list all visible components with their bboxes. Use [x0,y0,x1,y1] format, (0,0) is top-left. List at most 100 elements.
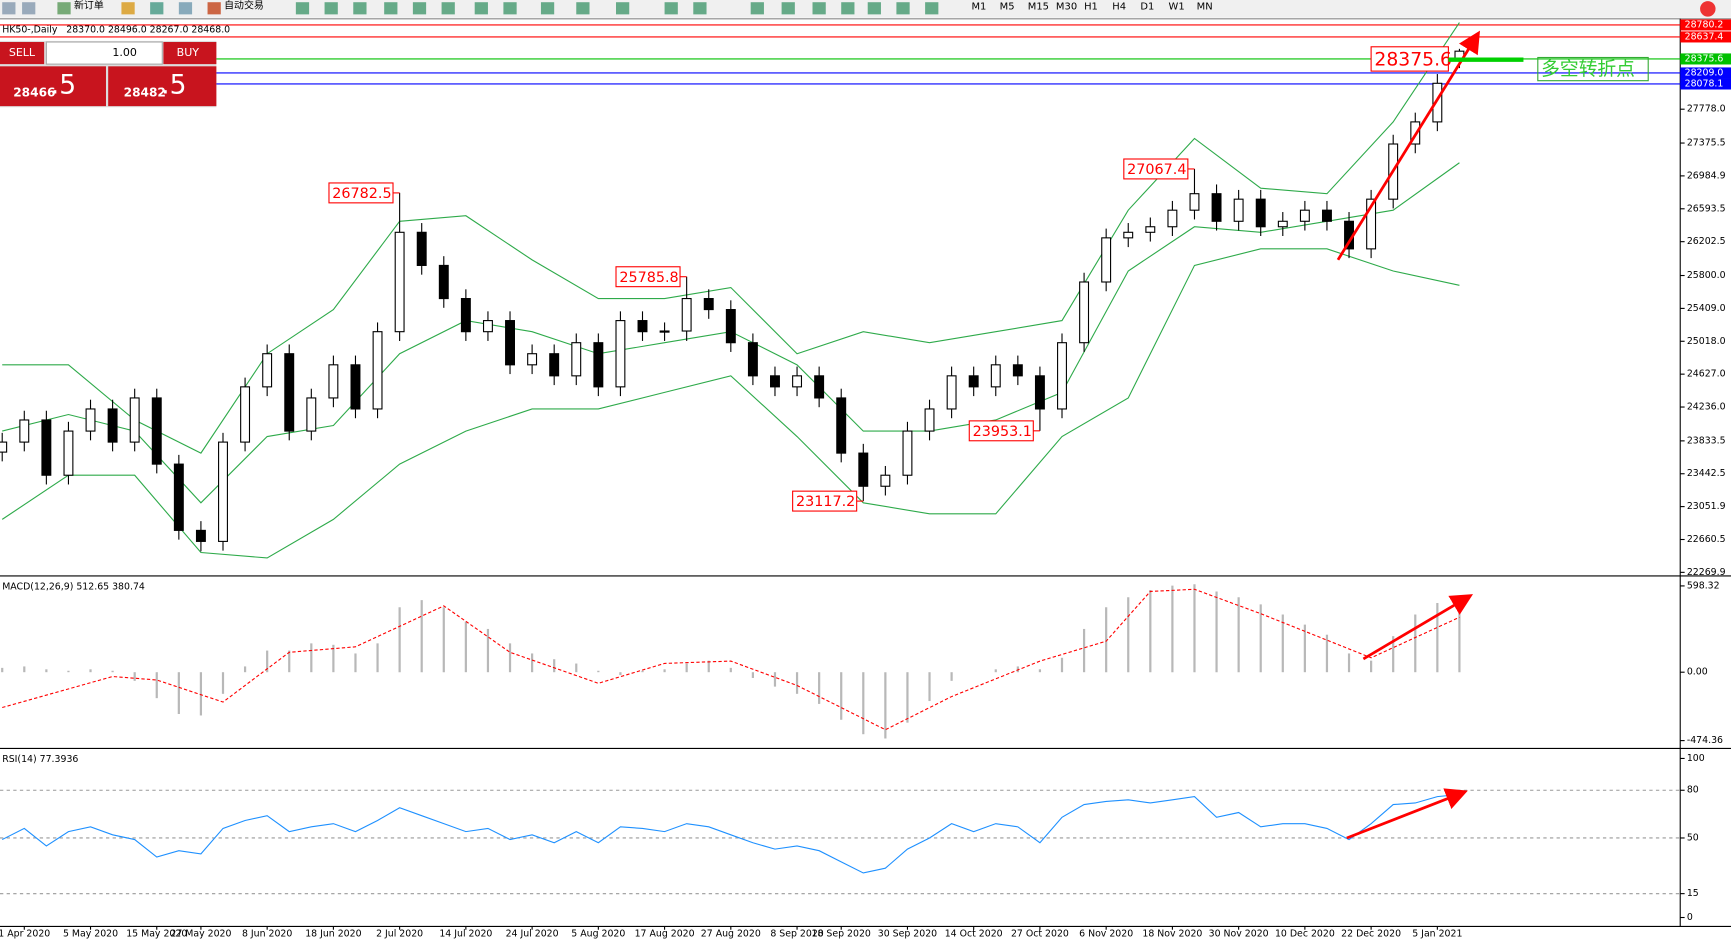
price-level-box [1680,78,1731,90]
candle-body [63,430,74,476]
timeframe-button[interactable]: M5 [1000,2,1015,13]
x-tick-label: 22 Dec 2020 [1341,929,1401,940]
icon[interactable] [2,2,16,15]
timeframe-button[interactable]: W1 [1169,2,1185,13]
y-tick-label: 24236.0 [1687,402,1726,413]
trend-arrow [1346,788,1468,840]
icon[interactable] [540,2,555,15]
sell-price[interactable]: 28466 [13,85,55,99]
icon[interactable] [896,2,910,15]
buy-price[interactable]: 28482 [124,85,166,99]
buy-price-box[interactable] [108,66,217,107]
icon[interactable] [178,2,193,15]
icon[interactable] [412,2,427,15]
y-tick-label: 26593.5 [1687,203,1726,214]
candle-body [1145,226,1156,233]
y-tick-label: 0 [1687,912,1693,923]
price-level-label: 28375.6 [1685,53,1724,64]
icon[interactable] [353,2,367,15]
icon[interactable] [121,2,135,15]
icon[interactable] [474,2,488,15]
x-tick-label: 2 Jul 2020 [376,929,423,940]
x-tick-label: 8 Jun 2020 [242,929,292,940]
candle-body [1211,193,1222,222]
candle-body [814,375,825,399]
icon[interactable] [295,2,310,15]
icon[interactable] [693,2,707,15]
candle-body [1189,193,1200,211]
timeframe-button[interactable]: M1 [971,2,986,13]
toolbar [0,0,1731,18]
sell-price-box[interactable] [0,66,106,107]
icon[interactable] [441,2,455,15]
buy-label[interactable]: BUY [177,46,200,59]
bollinger-lower [1,248,1460,559]
icon[interactable] [57,2,71,15]
price-level-label: 28078.1 [1685,78,1724,89]
icon[interactable] [616,2,630,15]
timeframe-button[interactable]: M30 [1056,2,1077,13]
candle-body [615,320,626,388]
icon[interactable] [925,2,939,15]
candle-body [151,397,162,465]
chart-subtitle: 28370.0 28496.0 28267.0 28468.0 [66,24,230,35]
indicator-title: MACD(12,26,9) 512.65 380.74 [2,582,145,593]
note-box [1537,56,1649,82]
x-tick-label: 14 Oct 2020 [945,929,1003,940]
lots-value[interactable]: 1.00 [112,46,137,59]
y-tick-label: 598.32 [1687,580,1720,591]
x-tick-label: 5 Aug 2020 [571,929,625,940]
y-tick-label: 27778.0 [1687,104,1726,115]
price-level-label: 28209.0 [1685,67,1724,78]
annotation: 26782.5 [332,186,391,202]
candle-body [195,529,206,542]
price-level-box [1680,19,1731,31]
icon[interactable] [750,2,764,15]
icon[interactable] [207,2,221,15]
candle-body [19,419,30,443]
y-tick-label: -474.36 [1687,735,1723,746]
sell-pips[interactable]: .5 [51,70,76,101]
icon[interactable] [150,2,164,15]
candle-body [1079,281,1090,344]
y-tick-label: 80 [1687,785,1699,796]
timeframe-button[interactable]: D1 [1140,2,1154,13]
candle-body [394,231,405,333]
buy-button[interactable] [163,42,217,65]
y-tick-label: 0.00 [1687,667,1708,678]
bollinger-upper [2,22,1460,454]
candle-body [549,353,560,377]
sell-button[interactable] [0,42,45,65]
timeframe-button[interactable]: H1 [1084,2,1098,13]
icon[interactable] [812,2,826,15]
buy-pips[interactable]: .5 [161,70,186,101]
sell-label[interactable]: SELL [9,46,36,59]
lots-field[interactable] [45,41,163,65]
candle-body [681,298,692,332]
new-order[interactable]: 新订单 [74,0,104,12]
x-tick-label: 14 Jul 2020 [439,929,492,940]
candle-body [218,441,228,542]
icon[interactable] [664,2,678,15]
icon[interactable] [384,2,398,15]
icon[interactable] [503,2,517,15]
auto-trade[interactable]: 自动交易 [224,0,264,12]
timeframe-button[interactable]: H4 [1112,2,1126,13]
icon[interactable] [324,2,338,15]
timeframe-button[interactable]: M15 [1028,2,1049,13]
icon[interactable] [867,2,881,15]
x-tick-label: 1 Apr 2020 [0,929,50,940]
icon[interactable] [576,2,590,15]
x-tick-label: 5 May 2020 [63,929,118,940]
candle-body [416,231,427,266]
icon[interactable] [781,2,795,15]
icon[interactable] [841,2,855,15]
candle-body [306,397,317,432]
timeframe-button[interactable]: MN [1197,2,1213,13]
icon[interactable] [22,2,36,15]
candle-body [593,342,604,388]
candle-body [924,408,935,432]
candle-body [1432,82,1443,123]
help-icon[interactable] [1700,1,1716,17]
